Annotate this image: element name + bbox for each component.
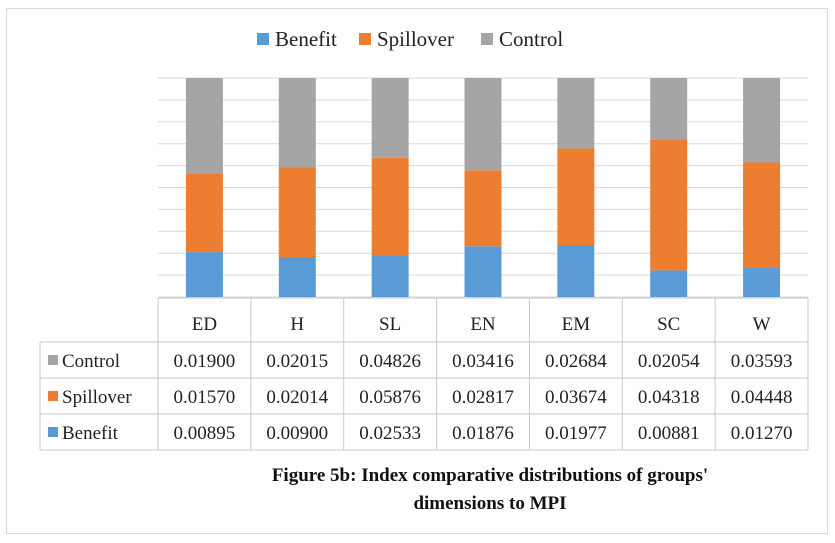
category-label-en: EN [470, 314, 496, 335]
figure-frame [6, 8, 828, 534]
table-cell-benefit-em: 0.01977 [545, 423, 607, 444]
bar-benefit-w [743, 267, 781, 297]
table-cell-spillover-h: 0.02014 [266, 387, 328, 408]
table-cell-spillover-en: 0.02817 [452, 387, 514, 408]
table-cell-control-sl: 0.04826 [359, 351, 421, 372]
bar-control-sc [650, 78, 688, 141]
category-label-ed: ED [192, 314, 217, 335]
bar-spillover-sl [371, 157, 409, 256]
bar-spillover-em [557, 148, 595, 246]
table-cell-benefit-h: 0.00900 [266, 423, 328, 444]
legend-label-benefit: Benefit [275, 27, 337, 51]
bar-spillover-en [464, 170, 502, 247]
table-cell-control-en: 0.03416 [452, 351, 514, 372]
table-row-label-benefit: Benefit [62, 423, 119, 444]
legend-label-spillover: Spillover [377, 27, 454, 51]
table-cell-spillover-em: 0.03674 [545, 387, 607, 408]
table-swatch-benefit [48, 427, 58, 437]
bar-spillover-ed [185, 173, 223, 253]
bar-benefit-ed [185, 252, 223, 297]
bar-benefit-em [557, 245, 595, 297]
table-cell-spillover-ed: 0.01570 [174, 387, 236, 408]
category-label-w: W [753, 314, 771, 335]
legend-swatch-spillover [359, 33, 371, 45]
table-swatch-control [48, 355, 58, 365]
category-label-sc: SC [657, 314, 680, 335]
category-label-sl: SL [379, 314, 401, 335]
table-swatch-spillover [48, 391, 58, 401]
category-label-em: EM [562, 314, 591, 335]
bar-spillover-sc [650, 140, 688, 271]
table-cell-benefit-sl: 0.02533 [359, 423, 421, 444]
legend: Benefit Spillover Control [257, 27, 563, 51]
table-row-label-control: Control [62, 351, 120, 372]
data-table: ED H SL EN EM SC W Control 0.01900 0.02015 0.04826… [39, 297, 809, 451]
legend-label-control: Control [499, 27, 563, 51]
bar-benefit-sc [650, 270, 688, 297]
table-cell-spillover-w: 0.04448 [731, 387, 793, 408]
table-cell-control-ed: 0.01900 [174, 351, 236, 372]
category-label-h: H [290, 314, 304, 335]
bar-control-en [464, 78, 502, 171]
table-cell-spillover-sc: 0.04318 [638, 387, 700, 408]
bar-spillover-h [278, 167, 316, 258]
caption-line-2: dimensions to MPI [413, 493, 567, 514]
table-cell-control-sc: 0.02054 [638, 351, 700, 372]
bar-control-sl [371, 78, 409, 158]
table-cell-control-em: 0.02684 [545, 351, 607, 372]
bar-spillover-w [743, 162, 781, 268]
legend-swatch-control [481, 33, 493, 45]
bar-control-w [743, 78, 781, 163]
table-cell-benefit-en: 0.01876 [452, 423, 514, 444]
legend-swatch-benefit [257, 33, 269, 45]
bar-control-ed [185, 78, 223, 174]
figure-caption: Figure 5b: Index comparative distributio… [160, 462, 820, 518]
table-cell-benefit-ed: 0.00895 [174, 423, 236, 444]
table-cell-control-h: 0.02015 [266, 351, 328, 372]
bar-benefit-h [278, 257, 316, 297]
table-cell-benefit-sc: 0.00881 [638, 423, 700, 444]
table-row-label-spillover: Spillover [62, 387, 132, 408]
table-cell-control-w: 0.03593 [731, 351, 793, 372]
bar-control-h [278, 78, 316, 168]
table-cell-spillover-sl: 0.05876 [359, 387, 421, 408]
bar-control-em [557, 78, 595, 149]
bar-benefit-sl [371, 255, 409, 297]
bar-benefit-en [464, 246, 502, 297]
caption-line-1: Figure 5b: Index comparative distributio… [271, 465, 709, 486]
table-cell-benefit-w: 0.01270 [731, 423, 793, 444]
